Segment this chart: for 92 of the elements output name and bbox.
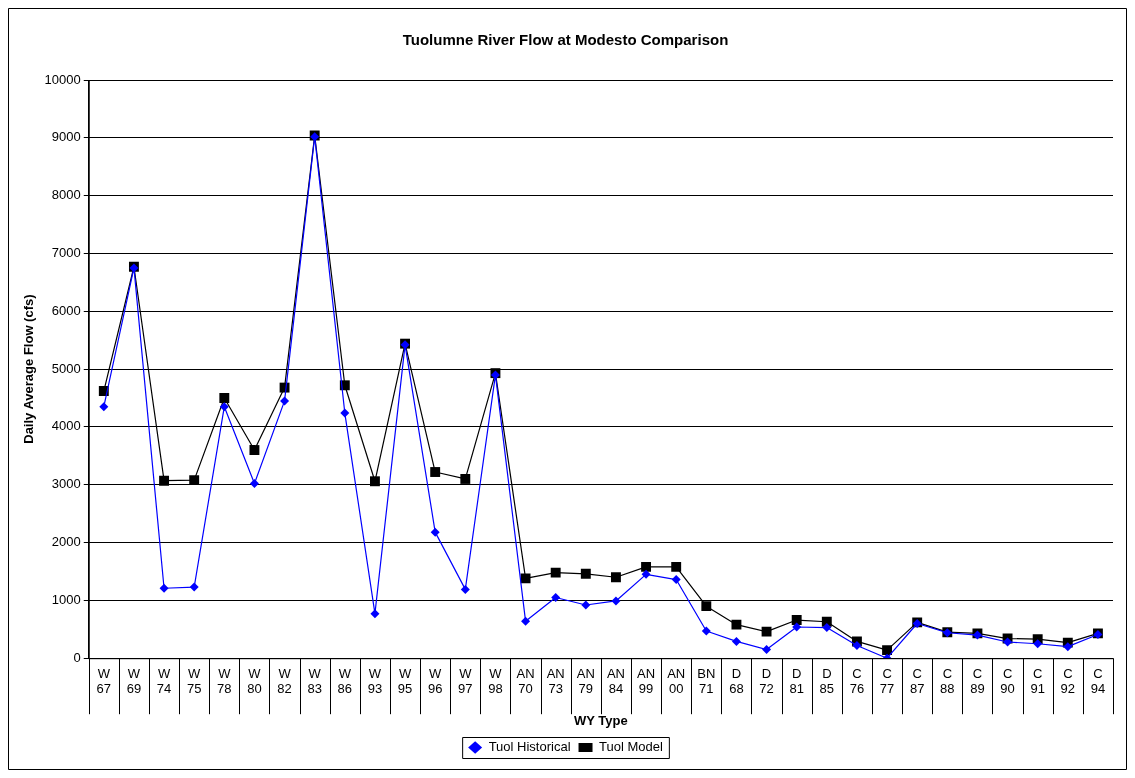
point — [219, 393, 230, 403]
point — [249, 479, 259, 489]
x-tick-label: C 77 — [879, 665, 895, 697]
point — [731, 619, 742, 630]
point — [430, 467, 441, 477]
y-tick-label: 9000 — [51, 129, 81, 145]
x-tick-label: C 92 — [1060, 665, 1076, 697]
point — [1003, 637, 1013, 647]
x-tick-label: C 89 — [970, 665, 985, 697]
x-tick-label: D 72 — [759, 665, 774, 697]
point — [641, 569, 651, 579]
x-tick-label: W 82 — [277, 665, 292, 697]
y-tick-label: 6000 — [51, 302, 81, 318]
point — [611, 596, 621, 606]
point — [1033, 639, 1043, 649]
y-axis-title: Daily Average Flow (cfs) — [21, 294, 37, 444]
y-tick-label: 0 — [73, 649, 81, 665]
chart-title: Tuolumne River Flow at Modesto Comparison — [402, 31, 729, 49]
y-tick-label: 3000 — [51, 476, 81, 492]
x-tick-label: C 87 — [909, 665, 925, 697]
x-tick-label: C 91 — [1030, 665, 1045, 697]
x-tick-label: C 88 — [940, 665, 955, 697]
point — [581, 600, 591, 610]
x-tick-label: W 98 — [488, 665, 503, 697]
point — [520, 573, 531, 584]
point — [822, 623, 832, 633]
point — [369, 476, 380, 487]
point — [762, 645, 772, 655]
x-tick-label: AN 99 — [637, 665, 656, 697]
y-tick-label: 2000 — [51, 534, 81, 550]
point — [882, 645, 893, 656]
point — [159, 475, 170, 486]
point — [671, 561, 682, 572]
y-tick-label: 7000 — [51, 245, 81, 261]
point — [1063, 642, 1073, 652]
x-tick-label: W 86 — [337, 665, 353, 697]
x-tick-label: C 76 — [849, 665, 865, 697]
point — [852, 640, 862, 650]
x-tick-label: W 83 — [307, 665, 322, 697]
point — [460, 584, 470, 594]
x-tick-label: W 78 — [217, 665, 232, 697]
x-tick-label: W 96 — [427, 665, 443, 697]
x-tick-label: W 75 — [186, 665, 202, 697]
point — [791, 615, 802, 625]
point — [551, 592, 561, 602]
x-tick-label: C 94 — [1090, 665, 1106, 697]
point — [460, 474, 471, 484]
x-tick-label: AN 00 — [667, 665, 686, 697]
point — [159, 583, 169, 593]
point — [219, 402, 229, 412]
point — [580, 568, 591, 579]
point — [792, 622, 802, 632]
x-tick-label: W 69 — [126, 665, 142, 697]
point — [521, 616, 531, 626]
legend-label: Tuol Model — [599, 739, 663, 755]
y-tick-label: 1000 — [51, 591, 81, 607]
x-tick-label: AN 84 — [606, 665, 625, 697]
x-tick-label: AN 73 — [546, 665, 565, 697]
point — [671, 575, 681, 585]
point — [731, 636, 741, 646]
x-tick-label: W 97 — [458, 665, 473, 697]
x-tick-label: W 80 — [247, 665, 262, 697]
y-tick-label: 4000 — [51, 418, 81, 434]
point — [610, 572, 621, 583]
x-axis-title: WY Type — [574, 712, 628, 728]
x-tick-label: C 90 — [1000, 665, 1015, 697]
x-tick-label: W 67 — [96, 665, 112, 697]
point — [189, 582, 199, 592]
x-tick-label: D 85 — [819, 665, 835, 697]
x-tick-label: AN 70 — [516, 665, 535, 697]
y-tick-label: 8000 — [51, 187, 81, 203]
legend-label: Tuol Historical — [488, 739, 571, 755]
point — [701, 601, 712, 612]
x-tick-label: W 74 — [156, 665, 172, 697]
point — [280, 396, 290, 406]
point — [340, 408, 350, 418]
point — [249, 445, 260, 455]
point — [99, 402, 109, 412]
x-tick-label: AN 79 — [576, 665, 595, 697]
x-tick-label: D 68 — [729, 665, 744, 697]
x-tick-label: W 95 — [397, 665, 413, 697]
point — [370, 609, 380, 619]
point — [641, 561, 652, 572]
point — [701, 626, 711, 636]
point — [430, 527, 440, 537]
y-tick-label: 10000 — [44, 71, 81, 87]
point — [550, 567, 561, 578]
x-tick-label: D 81 — [789, 665, 804, 697]
y-tick-label: 5000 — [51, 360, 81, 376]
x-tick-label: W 93 — [367, 665, 383, 697]
x-tick-label: BN 71 — [697, 665, 716, 697]
point — [761, 626, 772, 637]
